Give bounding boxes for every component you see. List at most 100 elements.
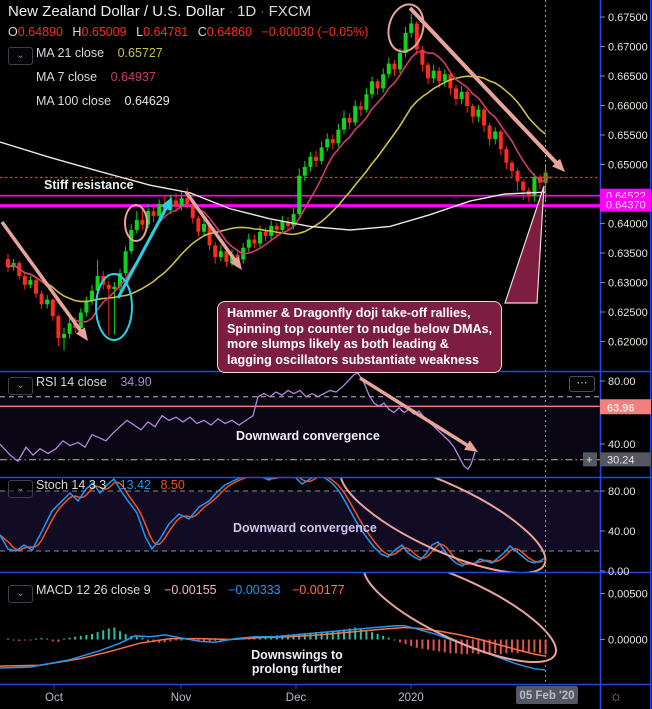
interval-label[interactable]: 1D — [237, 3, 257, 20]
chevron-down-icon[interactable]: ⌄ — [8, 47, 33, 65]
axis-label: 0.66000 — [608, 101, 648, 113]
ohlc-low-key: L — [136, 25, 144, 39]
analysis-callout[interactable]: Hammer & Dragonfly doji take-off rallies… — [217, 301, 503, 374]
candles-group — [0, 0, 565, 351]
stoch-note[interactable]: Downward convergence — [233, 521, 377, 535]
macd-line-value: −0.00333 — [228, 583, 281, 597]
axis-label: 0.65000 — [608, 160, 648, 172]
symbol-title-row[interactable]: New Zealand Dollar / U.S. Dollar · 1D · FXCM — [8, 3, 311, 20]
axis-label: 0.00500 — [608, 589, 648, 601]
symbol-name[interactable]: New Zealand Dollar / U.S. Dollar — [8, 3, 225, 20]
axis-label: 0.00 — [608, 566, 629, 578]
macd-signal-value: −0.00177 — [292, 583, 345, 597]
drawing-ellipse-stoch[interactable] — [328, 440, 559, 594]
rsi-label: RSI 14 close — [36, 375, 107, 389]
axis-label: 0.00000 — [608, 635, 648, 647]
drawing-ellipse-spinning-tops[interactable] — [124, 204, 148, 242]
axis-label: 40.00 — [608, 526, 636, 538]
change-value: −0.00030 (−0.05%) — [261, 25, 369, 39]
ma7-legend-row[interactable]: MA 7 close 0.64937 — [36, 70, 156, 84]
callout-line: more slumps likely as both leading & — [227, 337, 449, 352]
ma7-value: 0.64937 — [110, 70, 156, 84]
axis-label: 0.62000 — [608, 337, 648, 349]
ohlc-open-value: 0.64890 — [17, 25, 63, 39]
time-axis[interactable]: Oct Nov Dec 2020 05 Feb '20 — [45, 684, 578, 704]
macd-label: MACD 12 26 close 9 — [36, 583, 151, 597]
axis-label: 0.67500 — [608, 12, 648, 24]
ohlc-open-key: O — [8, 25, 18, 39]
ma100-line[interactable] — [0, 141, 546, 231]
time-axis-label: Nov — [171, 692, 192, 704]
macd-hist-value: −0.00155 — [164, 583, 217, 597]
price-alert-badge[interactable] — [600, 197, 651, 212]
ohlc-low-value: 0.64781 — [143, 25, 189, 39]
drawing-arrow-rsi-divergence[interactable] — [359, 376, 478, 452]
rsi-note[interactable]: Downward convergence — [236, 429, 380, 443]
axis-label: 0.67000 — [608, 42, 648, 54]
callout-line: Spinning top counter to nudge below DMAs… — [227, 321, 493, 336]
ma7-label: MA 7 close — [36, 70, 98, 84]
more-options-icon[interactable]: ⋯ — [569, 376, 595, 392]
drawing-ellipse-peak[interactable] — [383, 0, 428, 55]
price-axis[interactable]: 0.67500 0.67000 0.66500 0.66000 0.65500 0.650… — [583, 12, 651, 647]
drawing-ellipse-macd[interactable] — [352, 538, 568, 681]
axis-label: 40.00 — [608, 439, 636, 451]
ohlc-close-key: C — [197, 25, 207, 39]
axis-label: 0.65500 — [608, 130, 648, 142]
svg-text:05 Feb '20: 05 Feb '20 — [519, 690, 574, 702]
axis-label: 0.63000 — [608, 278, 648, 290]
time-axis-label: Dec — [286, 692, 307, 704]
ma21-legend-row[interactable]: MA 21 close 0.65727 — [36, 46, 163, 60]
stoch-d-value: 8.50 — [160, 478, 185, 492]
callout-pointer — [504, 185, 545, 304]
axis-label: 80.00 — [608, 376, 636, 388]
macd-legend-row[interactable]: MACD 12 26 close 9 −0.00155 −0.00333 −0.… — [36, 583, 345, 597]
title-separator: · — [260, 4, 265, 19]
chevron-down-icon[interactable]: ⌄ — [8, 480, 33, 498]
macd-note[interactable]: Downswings to prolong further — [232, 648, 362, 676]
ma100-legend-row[interactable]: MA 100 close 0.64629 — [36, 94, 170, 108]
crosshair-plus-icon: + — [586, 454, 592, 466]
svg-text:63.96: 63.96 — [607, 402, 635, 414]
macd-signal-line[interactable] — [0, 626, 546, 667]
crosshair-value-badge — [600, 452, 651, 467]
rsi-legend-row[interactable]: RSI 14 close 34.90 — [36, 375, 152, 389]
drawing-ellipse-dragonfly[interactable] — [95, 273, 133, 341]
drawing-arrow-downtrend-mid[interactable] — [184, 190, 242, 270]
macd-note-line1: Downswings to — [251, 648, 343, 662]
rsi-level-badge[interactable] — [600, 399, 651, 415]
chevron-down-icon[interactable]: ⌄ — [8, 585, 33, 603]
rsi-group — [0, 372, 478, 471]
chevron-down-icon[interactable]: ⌄ — [8, 377, 33, 395]
axis-label: 0.64000 — [608, 219, 648, 231]
ohlc-close-value: 0.64860 — [206, 25, 252, 39]
ma21-label: MA 21 close — [36, 46, 105, 60]
ma100-value: 0.64629 — [124, 94, 170, 108]
drawing-arrow-downtrend-left[interactable] — [0, 220, 88, 341]
exchange-label[interactable]: FXCM — [268, 3, 312, 20]
ma100-label: MA 100 close — [36, 94, 112, 108]
ohlc-row: O0.64890 H0.65009 L0.64781 C0.64860 −0.0… — [8, 25, 368, 39]
ma21-value: 0.65727 — [117, 46, 163, 60]
ohlc-high-value: 0.65009 — [81, 25, 127, 39]
ma21-line[interactable] — [7, 75, 547, 303]
stoch-k-value: 13.42 — [119, 478, 151, 492]
drawing-arrow-downtrend-right[interactable] — [408, 6, 565, 172]
axis-label: 0.66500 — [608, 71, 648, 83]
stoch-legend-row[interactable]: Stoch 14 3 3 13.42 8.50 — [36, 478, 185, 492]
svg-text:0.64370: 0.64370 — [606, 200, 646, 212]
time-axis-label: 2020 — [398, 692, 424, 704]
ohlc-high-key: H — [72, 25, 82, 39]
axis-label: 0.62500 — [608, 307, 648, 319]
stiff-resistance-label[interactable]: Stiff resistance — [44, 178, 134, 192]
axis-label: 0.63500 — [608, 248, 648, 260]
crosshair-date-badge — [516, 686, 578, 704]
sun-icon[interactable]: ☼ — [609, 688, 623, 705]
ma7-line[interactable] — [7, 50, 546, 323]
axis-label: 80.00 — [608, 486, 636, 498]
callout-line: lagging oscillators substantiate weaknes… — [227, 352, 479, 367]
macd-note-line2: prolong further — [251, 662, 343, 676]
svg-text:30.24: 30.24 — [607, 454, 635, 466]
